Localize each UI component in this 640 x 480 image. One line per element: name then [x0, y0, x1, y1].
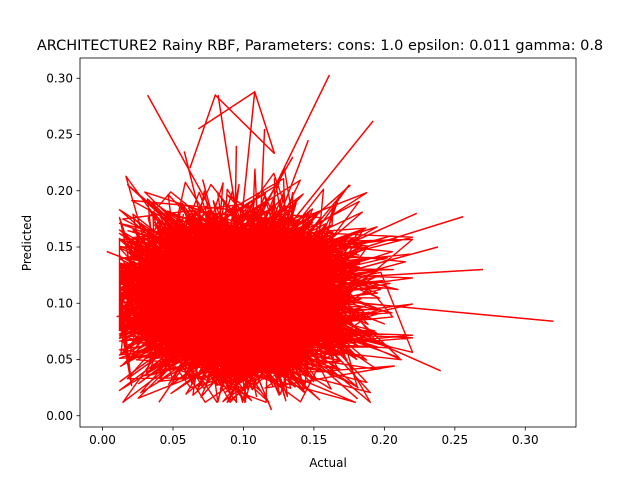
- y-tick-label: 0.25: [46, 128, 73, 142]
- x-tick-label: 0.00: [89, 433, 116, 447]
- series-spike: [116, 281, 227, 318]
- x-tick-label: 0.10: [230, 433, 257, 447]
- series-spike: [167, 280, 232, 294]
- series-spike: [247, 246, 439, 300]
- series-outline: [189, 90, 276, 169]
- x-tick-label: 0.15: [301, 433, 328, 447]
- series-spike: [241, 288, 392, 349]
- series-spike: [231, 290, 554, 323]
- series-spike: [183, 151, 222, 300]
- y-tick-label: 0.10: [46, 296, 73, 310]
- y-tick-label: 0.20: [46, 184, 73, 198]
- x-axis-ticks: 0.00 0.05 0.10 0.15 0.20 0.25 0.30: [89, 427, 539, 447]
- x-tick-label: 0.30: [512, 433, 539, 447]
- series-spike: [234, 91, 256, 285]
- series-spike: [235, 235, 392, 280]
- series-spike: [237, 293, 359, 400]
- series-spike: [215, 156, 294, 289]
- y-tick-label: 0.15: [46, 240, 73, 254]
- series-spike: [158, 300, 229, 403]
- series-spike: [224, 74, 331, 291]
- y-axis-ticks: 0.00 0.05 0.10 0.15 0.20 0.25 0.30: [46, 71, 80, 423]
- x-tick-label: 0.20: [371, 433, 398, 447]
- y-tick-label: 0.05: [46, 353, 73, 367]
- series-spike: [119, 287, 248, 383]
- series-spike: [217, 94, 250, 293]
- series-spike: [130, 293, 246, 378]
- series-spike: [255, 288, 442, 372]
- x-tick-label: 0.05: [160, 433, 187, 447]
- x-tick-label: 0.25: [441, 433, 468, 447]
- series-spike: [220, 215, 464, 293]
- axes-frame: [79, 57, 577, 428]
- chart-title: ARCHITECTURE2 Rainy RBF, Parameters: con…: [37, 38, 603, 54]
- series-spike: [232, 120, 374, 295]
- series-spike: [218, 268, 484, 286]
- series-spike: [201, 179, 231, 282]
- y-tick-label: 0.30: [46, 71, 73, 85]
- series-spike: [228, 295, 244, 394]
- y-tick-label: 0.00: [46, 409, 73, 423]
- series-spike: [146, 94, 250, 279]
- series-spike: [254, 308, 315, 383]
- series-spike: [256, 128, 266, 299]
- series-spike: [244, 184, 351, 279]
- series-spike: [246, 139, 310, 304]
- data-layer: [106, 74, 554, 411]
- y-axis-label: Predicted: [20, 215, 34, 271]
- series-spike: [222, 295, 273, 411]
- series-spike: [232, 145, 238, 303]
- series-spike: [106, 250, 237, 303]
- x-axis-label: Actual: [309, 456, 347, 470]
